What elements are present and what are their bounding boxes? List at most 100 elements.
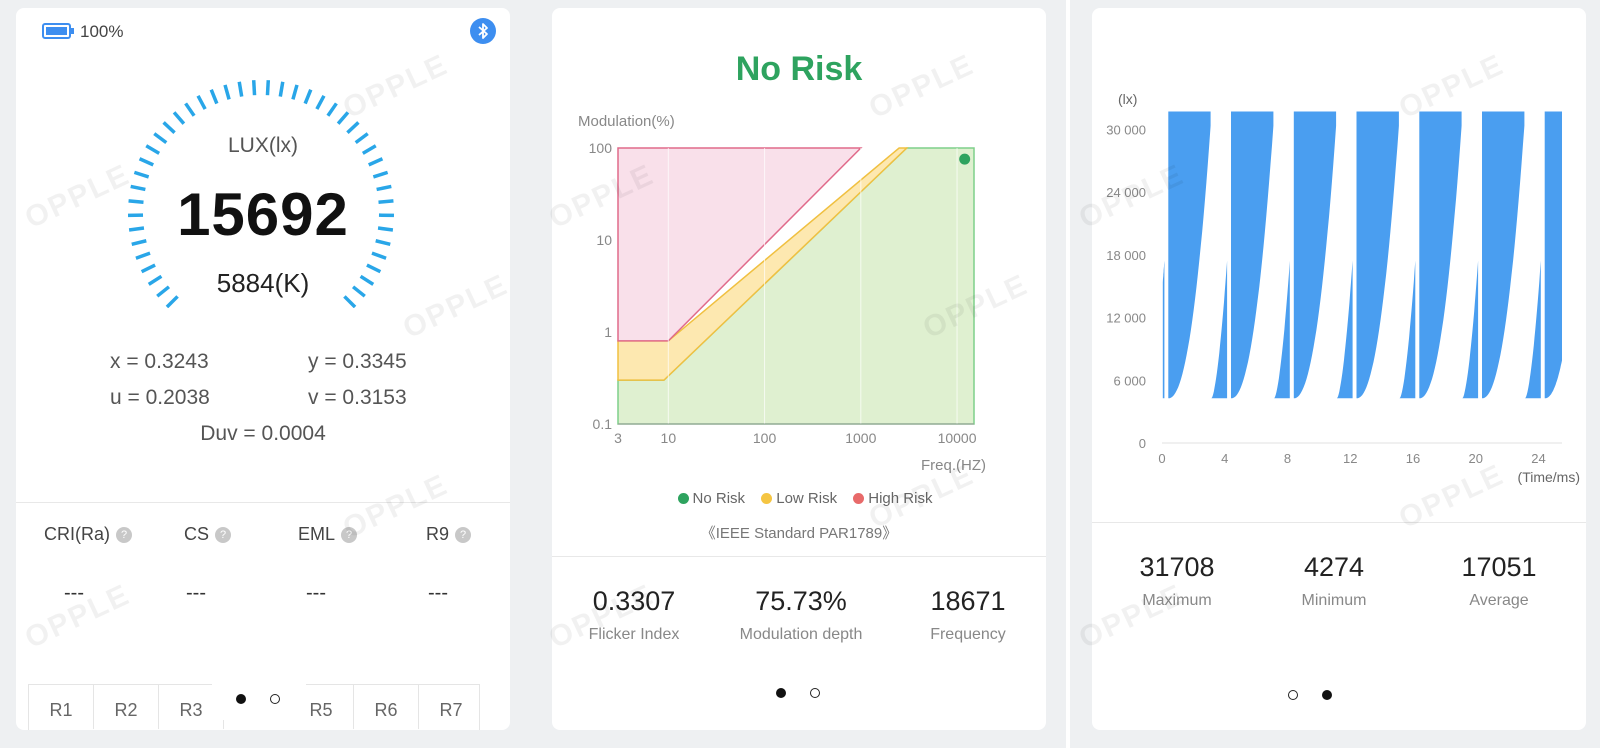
gauge-tick bbox=[372, 170, 389, 179]
metric-cs[interactable]: CS? bbox=[184, 524, 232, 545]
help-icon[interactable]: ? bbox=[341, 527, 358, 543]
y-tick-label: 10 bbox=[596, 232, 612, 248]
gauge-tick bbox=[368, 157, 384, 167]
lux-label: LUX(lx) bbox=[227, 134, 298, 157]
gauge-tick bbox=[237, 81, 244, 97]
battery-percent: 100% bbox=[80, 22, 124, 41]
coord-x: x = 0.3243 bbox=[110, 350, 209, 373]
measurement-point bbox=[959, 153, 971, 165]
gauge-tick bbox=[265, 80, 271, 96]
x-axis-label: Freq.(HZ) bbox=[921, 457, 986, 474]
lux-value: 15692 bbox=[177, 181, 349, 248]
gauge-tick bbox=[140, 263, 156, 274]
gauge-tick bbox=[343, 295, 357, 308]
x-tick-label: 24 bbox=[1531, 451, 1545, 466]
frequency-value: 18671 bbox=[930, 586, 1006, 616]
x-tick-label: 3 bbox=[614, 430, 622, 446]
gauge-tick bbox=[366, 263, 382, 274]
help-icon[interactable]: ? bbox=[116, 527, 132, 543]
legend-dot-no-risk bbox=[677, 493, 689, 504]
legend-dot-high-risk bbox=[853, 493, 865, 504]
average-value: 17051 bbox=[1461, 552, 1537, 582]
modulation-depth-value: 75.73% bbox=[755, 586, 847, 616]
illuminance-waveform-chart: 30 000 24 000 18 000 12 000 6 000 00 4 8 12 16 20 2… bbox=[1106, 91, 1580, 485]
gauge-tick bbox=[375, 239, 391, 246]
page-dot[interactable] bbox=[810, 688, 820, 698]
gauge-tick bbox=[172, 111, 186, 125]
tab-r7[interactable]: R7 bbox=[439, 700, 463, 720]
gauge-tick bbox=[291, 84, 299, 100]
gauge-tick bbox=[223, 84, 231, 100]
gauge-tick bbox=[184, 102, 196, 117]
page-dot-active[interactable] bbox=[1322, 690, 1332, 700]
gauge-tick bbox=[278, 81, 285, 97]
minimum-label: Minimum bbox=[1301, 592, 1367, 609]
y-tick-label: 0.1 bbox=[593, 416, 613, 432]
metric-cs-value: --- bbox=[186, 582, 206, 604]
metric-cri-value: --- bbox=[64, 582, 84, 604]
panel-divider bbox=[1066, 0, 1070, 748]
waveform-panel: 30 000 24 000 18 000 12 000 6 000 0 0 4 8 12 16 20 2… bbox=[1092, 8, 1586, 730]
x-tick-label: 4 bbox=[1221, 451, 1228, 466]
duv-value: Duv = 0.0004 bbox=[200, 422, 326, 445]
legend-dot-low-risk bbox=[761, 493, 773, 504]
gauge-tick bbox=[165, 295, 179, 308]
y-axis-label: (lx) bbox=[1118, 91, 1137, 107]
average-label: Average bbox=[1469, 592, 1529, 609]
gauge-tick bbox=[133, 170, 150, 179]
page-dot[interactable] bbox=[270, 694, 280, 704]
gauge-tick bbox=[162, 121, 176, 134]
x-tick-label: 10000 bbox=[938, 430, 977, 446]
help-icon[interactable]: ? bbox=[215, 527, 232, 543]
risk-status: No Risk bbox=[735, 50, 863, 88]
gauge-tick bbox=[135, 251, 151, 260]
divider bbox=[1092, 522, 1586, 523]
maximum-label: Maximum bbox=[1142, 592, 1212, 609]
y-tick-label: 6 000 bbox=[1113, 373, 1146, 388]
lux-gauge bbox=[127, 80, 395, 308]
y-tick-label: 1 bbox=[604, 324, 612, 340]
page-dot-active[interactable] bbox=[236, 694, 246, 704]
tab-r5[interactable]: R5 bbox=[289, 685, 354, 729]
tab-r2[interactable]: R2 bbox=[94, 685, 159, 729]
metric-r9-value: --- bbox=[428, 582, 448, 604]
battery-icon bbox=[42, 22, 74, 45]
help-icon[interactable]: ? bbox=[455, 527, 472, 543]
frequency-label: Frequency bbox=[930, 626, 1006, 643]
gauge-tick bbox=[156, 285, 171, 298]
metric-r9[interactable]: R9? bbox=[426, 524, 472, 545]
page-dot[interactable] bbox=[1288, 690, 1298, 700]
x-tick-label: 20 bbox=[1468, 451, 1482, 466]
gauge-tick bbox=[128, 199, 144, 204]
gauge-tick bbox=[351, 285, 366, 298]
x-tick-label: 100 bbox=[753, 430, 777, 446]
risk-legend: No Risk Low Risk High Risk bbox=[552, 490, 1046, 507]
page-dot-active[interactable] bbox=[776, 688, 786, 698]
legend-low-risk: Low Risk bbox=[776, 490, 838, 507]
y-tick-label: 30 000 bbox=[1106, 122, 1146, 137]
x-tick-label: 0 bbox=[1158, 451, 1165, 466]
y-tick-label: 12 000 bbox=[1106, 311, 1146, 326]
tab-r1[interactable]: R1 bbox=[29, 685, 94, 729]
coord-y: y = 0.3345 bbox=[308, 350, 407, 373]
flicker-risk-chart: 3 10 100 1000 10000 100 10 1 0.1 Modulation(%) Fre… bbox=[578, 113, 986, 474]
gauge-tick bbox=[196, 95, 207, 110]
gauge-tick bbox=[303, 89, 313, 105]
gauge-tick bbox=[336, 111, 350, 125]
flicker-index-label: Flicker Index bbox=[588, 626, 680, 643]
y-tick-label: 0 bbox=[1139, 436, 1146, 451]
flicker-risk-panel: No Risk 3 10 100 1000 10000 100 10 1 0.1 Modulati… bbox=[552, 8, 1046, 730]
x-tick-label: 8 bbox=[1284, 451, 1291, 466]
y-tick-label: 18 000 bbox=[1106, 248, 1146, 263]
metric-cri[interactable]: CRI(Ra)? bbox=[44, 524, 132, 545]
tab-r6[interactable]: R6 bbox=[354, 685, 419, 729]
metric-eml[interactable]: EML? bbox=[298, 524, 358, 545]
gauge-tick bbox=[378, 199, 394, 204]
bluetooth-icon[interactable] bbox=[470, 18, 496, 44]
gauge-tick bbox=[326, 102, 338, 117]
cct-value: 5884(K) bbox=[216, 268, 310, 298]
divider bbox=[16, 502, 510, 503]
x-tick-label: 12 bbox=[1343, 451, 1357, 466]
gauge-tick bbox=[359, 274, 375, 286]
light-meter-panel: 100% LUX(lx) 15692 5884(K) x = 0.3243 y … bbox=[16, 8, 510, 730]
